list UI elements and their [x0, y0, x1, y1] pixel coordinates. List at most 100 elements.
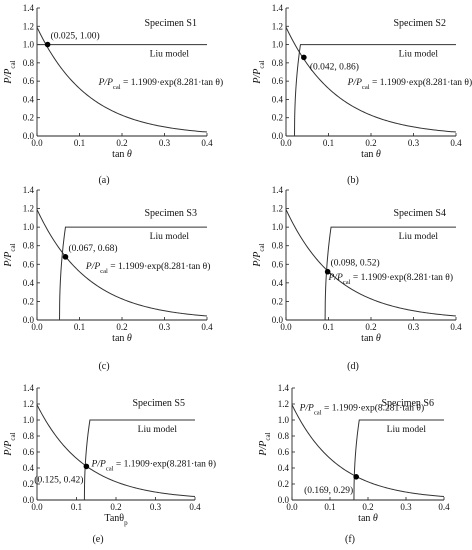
y-tick-label: 1.0: [23, 40, 35, 50]
x-tick-label: 0.1: [71, 502, 82, 512]
x-tick-label: 0.2: [365, 138, 376, 148]
intersection-label: (0.169, 0.29): [304, 485, 353, 496]
intersection-label: (0.025, 1.00): [51, 31, 100, 42]
chart-panel-3: 0.0 0.2 0.4 0.6 0.8 1.0 1.2 1.4 0.0 0.1 0.2 0.3 0.4 t…: [3, 185, 213, 372]
y-tick-label: 1.4: [278, 383, 290, 393]
x-tick-label: 0.3: [159, 138, 171, 148]
liu-model-label: Liu model: [150, 232, 190, 242]
panel-caption: (c): [98, 361, 109, 372]
y-tick-label: 0.6: [272, 259, 284, 269]
intersection-point: [324, 268, 331, 275]
y-tick-label: 1.2: [23, 399, 34, 409]
chart-panel-2: 0.0 0.2 0.4 0.6 0.8 1.0 1.2 1.4 0.0 0.1 0.2 0.3 0.4 t…: [252, 3, 472, 186]
x-axis-label: tan θ: [361, 149, 381, 160]
y-axis-label: P/Pcal: [3, 243, 17, 267]
x-tick-label: 0.0: [280, 138, 292, 148]
y-tick-label: 0.8: [23, 431, 35, 441]
x-axis-label: tan θ: [361, 333, 381, 344]
y-tick-label: 0.6: [278, 447, 290, 457]
chart-title: Specimen S4: [394, 208, 447, 219]
chart-title: Specimen S1: [145, 18, 198, 29]
y-tick-label: 0.0: [272, 131, 284, 141]
x-tick-label: 0.0: [280, 322, 292, 332]
x-tick-label: 0.3: [400, 502, 412, 512]
x-tick-label: 0.1: [74, 138, 85, 148]
y-tick-label: 0.8: [278, 431, 290, 441]
x-axis-label: Tanθp: [104, 513, 128, 527]
equation-label: P/Pcal = 1.1909·exp(8.281·tan θ): [328, 272, 454, 286]
y-tick-label: 0.8: [272, 241, 284, 251]
intersection-label: (0.125, 0.42): [34, 474, 83, 485]
y-tick-label: 0.8: [272, 58, 284, 68]
y-tick-label: 1.2: [272, 21, 283, 31]
intersection-label: (0.042, 0.86): [310, 61, 359, 72]
x-axis-label: tan θ: [358, 513, 378, 524]
intersection-point: [83, 463, 90, 470]
y-tick-label: 0.2: [23, 479, 34, 489]
y-tick-label: 0.6: [23, 447, 35, 457]
x-axis-label: tan θ: [112, 333, 132, 344]
x-tick-label: 0.1: [324, 502, 335, 512]
intersection-point: [44, 41, 51, 48]
y-tick-label: 1.2: [23, 204, 34, 214]
x-tick-label: 0.0: [31, 502, 43, 512]
x-tick-label: 0.2: [116, 322, 127, 332]
liu-model-curve: [59, 226, 207, 321]
panel-caption: (d): [347, 361, 359, 372]
y-tick-label: 0.4: [278, 463, 290, 473]
liu-model-curve: [294, 44, 456, 137]
x-tick-label: 0.3: [159, 322, 171, 332]
y-tick-label: 0.2: [23, 296, 34, 306]
y-tick-label: 0.6: [272, 76, 284, 86]
liu-model-label: Liu model: [399, 50, 439, 60]
chart-title: Specimen S3: [145, 208, 198, 219]
equation-label: P/Pcal = 1.1909·exp(8.281·tan θ): [85, 261, 211, 275]
y-tick-label: 1.2: [278, 399, 289, 409]
y-tick-label: 0.2: [272, 113, 283, 123]
x-tick-label: 0.3: [408, 322, 420, 332]
chart-panel-5: 0.0 0.2 0.4 0.6 0.8 1.0 1.2 1.4 0.0 0.1 0.2 0.3 0.4 T…: [3, 383, 216, 545]
chart-title: Specimen S5: [133, 398, 186, 409]
chart-title: Specimen S6: [382, 398, 435, 409]
x-tick-label: 0.1: [323, 322, 334, 332]
liu-model-label: Liu model: [399, 232, 439, 242]
y-tick-label: 1.4: [272, 185, 284, 195]
equation-label: P/Pcal = 1.1909·exp(8.281·tan θ): [91, 458, 217, 472]
equation-label: P/Pcal = 1.1909·exp(8.281·tan θ): [98, 77, 224, 91]
x-tick-label: 0.2: [116, 138, 127, 148]
y-tick-label: 0.6: [23, 259, 35, 269]
x-tick-label: 0.3: [408, 138, 420, 148]
exp-fit-curve: [285, 26, 457, 133]
intersection-label: (0.067, 0.68): [68, 243, 117, 254]
panel-caption: (a): [98, 175, 109, 186]
panel-caption: (b): [347, 175, 359, 186]
y-tick-label: 1.0: [272, 40, 284, 50]
y-tick-label: 0.8: [23, 241, 35, 251]
x-tick-label: 0.4: [189, 502, 201, 512]
panel-caption: (f): [345, 534, 355, 545]
y-tick-label: 0.2: [23, 113, 34, 123]
liu-model-curve: [353, 419, 444, 501]
panel-caption: (e): [92, 534, 103, 545]
equation-label: P/Pcal = 1.1909·exp(8.281·tan θ): [347, 77, 472, 91]
y-tick-label: 0.0: [23, 131, 35, 141]
chart-title: Specimen S2: [394, 18, 447, 29]
y-tick-label: 1.4: [23, 383, 35, 393]
y-tick-label: 0.4: [272, 94, 284, 104]
y-tick-label: 1.4: [23, 3, 35, 13]
x-tick-label: 0.4: [438, 502, 450, 512]
y-tick-label: 1.0: [23, 415, 35, 425]
y-tick-label: 1.0: [23, 222, 35, 232]
chart-panel-6: 0.0 0.2 0.4 0.6 0.8 1.0 1.2 1.4 0.0 0.1 0.2 0.3 0.4 t…: [258, 383, 450, 545]
y-tick-label: 0.4: [23, 463, 35, 473]
exp-fit-curve: [285, 209, 457, 317]
x-tick-label: 0.1: [74, 322, 85, 332]
y-axis-label: P/Pcal: [252, 243, 266, 267]
liu-model-label: Liu model: [150, 50, 190, 60]
x-tick-label: 0.0: [31, 322, 43, 332]
intersection-point: [62, 254, 69, 260]
liu-model-curve: [324, 226, 456, 321]
y-axis-label: P/Pcal: [3, 432, 17, 456]
x-tick-label: 0.0: [31, 138, 43, 148]
